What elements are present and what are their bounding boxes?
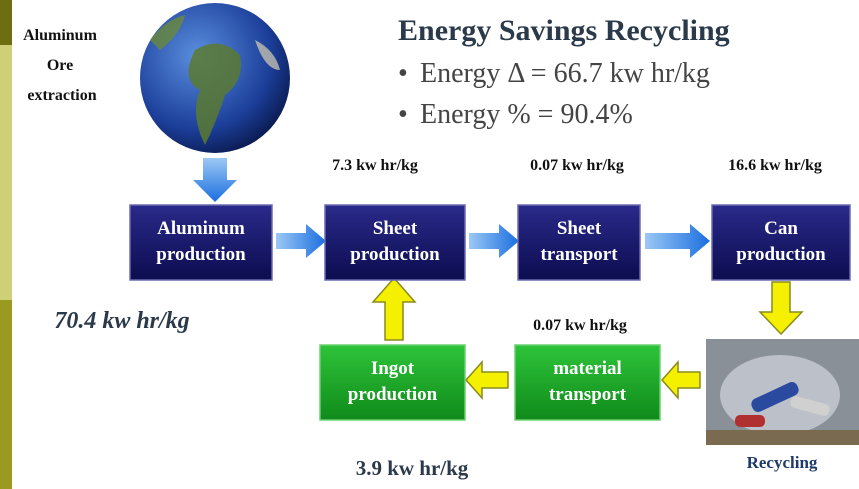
source-line: Ore [47, 57, 73, 74]
energy-label: 3.9 kw hr/kg [356, 456, 469, 480]
node-label: Sheet transport [540, 218, 618, 265]
sidebar [0, 300, 12, 489]
node: Aluminum production [129, 204, 273, 281]
source-line: extraction [27, 87, 96, 104]
node: Sheet production [324, 204, 466, 281]
source-line: Aluminum [23, 27, 97, 44]
node-label: Sheet production [350, 218, 440, 265]
node-box [514, 344, 661, 421]
bullet-dot: • [398, 58, 408, 89]
node-box [517, 204, 641, 281]
sidebar [0, 0, 12, 45]
title: Energy Savings Recycling [398, 14, 730, 47]
node-line: Can [764, 218, 798, 239]
node-line: production [736, 244, 826, 265]
node-line: transport [549, 384, 627, 405]
energy-label: 16.6 kw hr/kg [728, 157, 822, 174]
node-line: Ingot [371, 358, 415, 379]
energy-label: 0.07 kw hr/kg [530, 157, 624, 174]
blue-arrows [193, 158, 710, 258]
node-box [324, 204, 466, 281]
bullet-dot: • [398, 99, 408, 130]
globe [140, 3, 290, 153]
bullet: Energy % = 90.4% [420, 99, 633, 130]
node-box [711, 204, 851, 281]
node: Can production [711, 204, 851, 281]
node-label: Ingot production [348, 358, 438, 405]
image-caption: Recycling [747, 453, 818, 472]
node-line: Sheet [373, 218, 418, 239]
node-label: material transport [549, 358, 627, 405]
energy-label: 0.07 kw hr/kg [533, 317, 627, 334]
node: Ingot production [319, 344, 466, 421]
node-label: Aluminum production [156, 218, 246, 265]
node-box [129, 204, 273, 281]
energy-label: 7.3 kw hr/kg [332, 157, 418, 174]
node-label: Can production [736, 218, 826, 265]
node-line: Aluminum [157, 218, 245, 239]
recycling-image [706, 339, 859, 445]
node-line: production [156, 244, 246, 265]
node-line: Sheet [557, 218, 602, 239]
node-line: material [553, 358, 622, 379]
node: material transport [514, 344, 661, 421]
node: Sheet transport [517, 204, 641, 281]
node-box [319, 344, 466, 421]
source-label: Aluminum Ore extraction [23, 27, 101, 104]
yellow-arrows [371, 276, 804, 400]
bullet: Energy Δ = 66.7 kw hr/kg [420, 58, 710, 89]
node-line: production [348, 384, 438, 405]
sidebar [0, 45, 12, 300]
energy-label: 70.4 kw hr/kg [54, 308, 189, 334]
node-line: transport [540, 244, 618, 265]
node-line: production [350, 244, 440, 265]
